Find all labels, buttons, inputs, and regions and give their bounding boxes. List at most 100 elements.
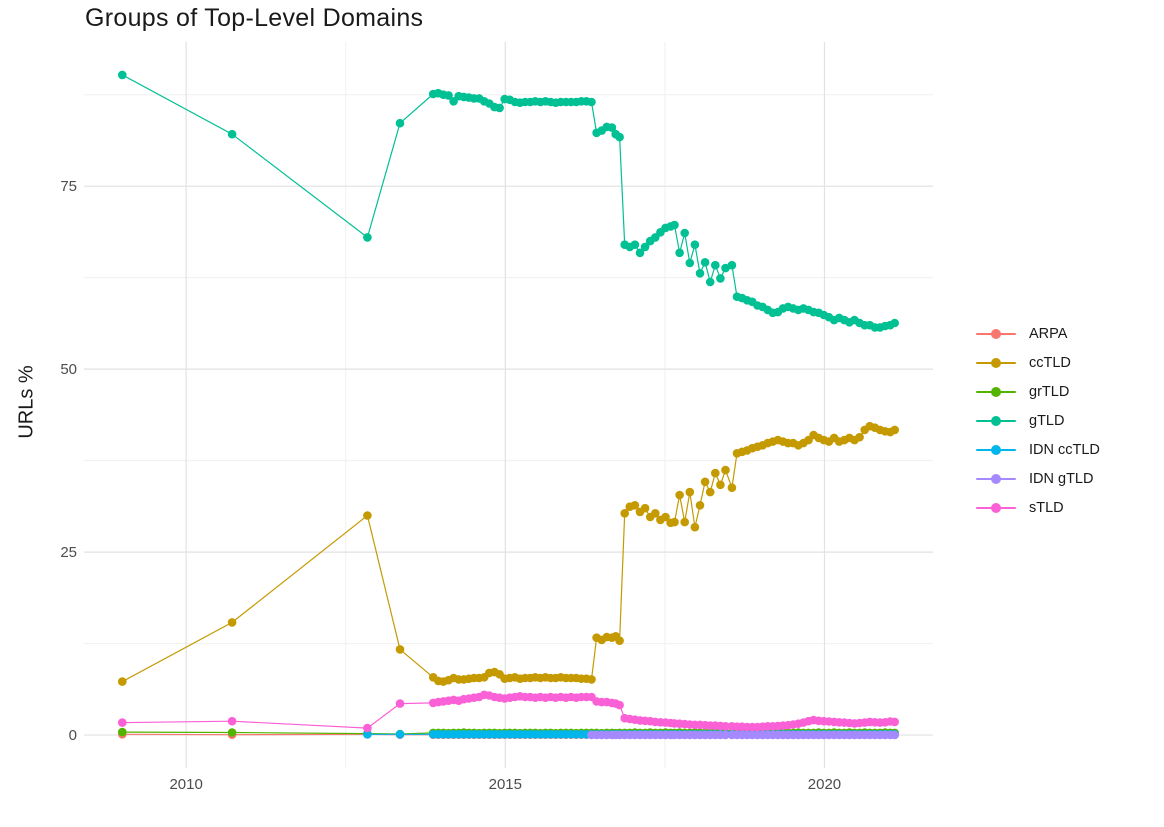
data-point xyxy=(700,477,710,487)
legend-key-dot-icon xyxy=(991,328,1001,339)
legend-key-dot-icon xyxy=(991,386,1001,397)
data-point xyxy=(587,675,596,684)
data-point xyxy=(118,677,127,686)
data-point xyxy=(227,716,237,726)
series-line xyxy=(122,74,895,328)
data-point xyxy=(695,269,705,278)
data-point xyxy=(890,730,899,740)
legend-key xyxy=(976,464,1016,493)
chart-title: Groups of Top-Level Domains xyxy=(85,4,424,32)
data-point xyxy=(363,511,372,520)
y-axis-title: URLs % xyxy=(15,365,38,439)
data-point xyxy=(685,258,695,268)
data-point xyxy=(675,248,684,258)
series-sTLD xyxy=(118,690,899,733)
data-point xyxy=(118,718,127,727)
data-point xyxy=(395,118,405,128)
data-point xyxy=(630,501,640,510)
data-point xyxy=(363,233,372,242)
data-point xyxy=(640,503,650,513)
legend-label: grTLD xyxy=(1029,383,1070,400)
data-point xyxy=(721,722,730,731)
data-point xyxy=(495,103,504,113)
legend-item-sTLD: sTLD xyxy=(976,493,1100,522)
legend-label: IDN gTLD xyxy=(1029,470,1094,487)
series-IDN-gTLD xyxy=(587,730,899,740)
legend-key xyxy=(976,377,1016,406)
data-point xyxy=(721,730,730,740)
y-tick-label: 75 xyxy=(60,178,77,195)
data-point xyxy=(705,487,715,497)
legend-label: ARPA xyxy=(1029,325,1068,342)
data-point xyxy=(118,70,127,80)
data-point xyxy=(711,260,720,270)
data-point xyxy=(695,501,705,510)
data-point xyxy=(727,483,737,493)
data-point xyxy=(680,517,689,527)
y-tick-label: 0 xyxy=(69,727,77,744)
data-point xyxy=(635,248,645,258)
legend-item-gTLD: gTLD xyxy=(976,406,1100,435)
data-point xyxy=(118,727,127,737)
data-point xyxy=(661,512,670,522)
legend-label: gTLD xyxy=(1029,412,1065,429)
x-tick-label: 2010 xyxy=(169,776,202,793)
data-point xyxy=(227,618,237,627)
data-point xyxy=(670,517,679,527)
data-point xyxy=(615,700,624,710)
x-tick-label: 2020 xyxy=(808,776,841,793)
data-point xyxy=(607,123,617,132)
data-point xyxy=(855,432,864,442)
x-tick-label: 2015 xyxy=(489,776,522,793)
legend-item-IDN-gTLD: IDN gTLD xyxy=(976,464,1100,493)
legend-label: IDN ccTLD xyxy=(1029,441,1100,458)
legend-key-dot-icon xyxy=(991,415,1001,426)
data-point xyxy=(615,636,624,645)
data-point xyxy=(721,465,730,475)
legend-key xyxy=(976,493,1016,522)
data-point xyxy=(700,258,710,267)
legend-key xyxy=(976,435,1016,464)
legend-item-grTLD: grTLD xyxy=(976,377,1100,406)
data-point xyxy=(630,240,640,249)
data-point xyxy=(395,730,405,739)
data-point xyxy=(620,509,629,518)
data-point xyxy=(363,723,372,733)
data-point xyxy=(721,263,730,273)
data-point xyxy=(690,240,700,249)
legend-item-IDN-ccTLD: IDN ccTLD xyxy=(976,435,1100,464)
data-point xyxy=(716,274,725,283)
legend: ARPA ccTLD grTLD gTLD IDN ccTLD IDN gTLD sTLD xyxy=(976,319,1100,522)
y-tick-label: 50 xyxy=(60,361,77,378)
data-point xyxy=(685,487,695,497)
data-point xyxy=(363,730,372,739)
data-point xyxy=(890,425,899,435)
legend-key xyxy=(976,348,1016,377)
legend-key-dot-icon xyxy=(991,502,1001,513)
legend-item-ccTLD: ccTLD xyxy=(976,348,1100,377)
data-point xyxy=(890,318,899,328)
legend-item-ARPA: ARPA xyxy=(976,319,1100,348)
data-point xyxy=(711,468,720,478)
legend-label: sTLD xyxy=(1029,499,1064,516)
data-point xyxy=(670,220,679,230)
data-point xyxy=(640,242,650,252)
data-point xyxy=(705,277,715,287)
y-tick-label: 25 xyxy=(60,544,77,561)
legend-key xyxy=(976,319,1016,348)
data-point xyxy=(444,91,453,100)
data-point xyxy=(651,509,660,518)
data-point xyxy=(227,129,237,139)
legend-key-dot-icon xyxy=(991,357,1001,368)
legend-key-dot-icon xyxy=(991,444,1001,455)
data-point xyxy=(727,260,737,270)
data-point xyxy=(690,522,700,532)
data-point xyxy=(890,717,899,727)
legend-label: ccTLD xyxy=(1029,354,1071,371)
data-point xyxy=(227,728,237,737)
series-ccTLD xyxy=(118,421,899,686)
data-point xyxy=(680,228,689,238)
data-point xyxy=(675,490,684,500)
